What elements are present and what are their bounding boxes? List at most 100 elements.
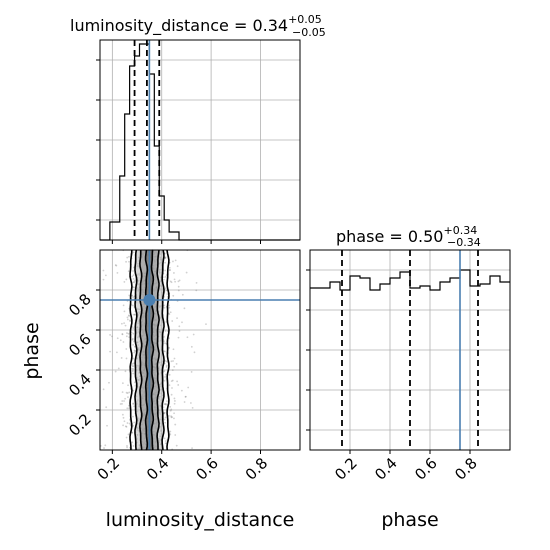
p3-sample-point (164, 416, 167, 419)
p3-sample-point (168, 304, 170, 307)
p3-sample-point (163, 418, 166, 421)
p3-sample-point (132, 270, 134, 272)
p3-sample-point (114, 370, 117, 373)
p3-sample-point (131, 338, 134, 341)
p3-sample-point (173, 412, 175, 415)
p3-sample-point (126, 407, 129, 410)
p3-sample-point (170, 380, 173, 383)
p3-sample-point (116, 272, 119, 274)
p3-sample-point (173, 278, 176, 281)
p3-sample-point (165, 360, 168, 363)
p3-sample-point (128, 314, 130, 317)
p3-sample-point (174, 259, 177, 262)
p3-sample-point (190, 371, 193, 373)
p3-sample-point (178, 325, 181, 328)
p3-sample-point (195, 289, 198, 292)
p3-sample-point (127, 433, 130, 436)
p3-sample-point (130, 331, 133, 334)
p3-sample-point (162, 278, 165, 281)
p3-sample-point (133, 349, 136, 352)
p3-sample-point (168, 269, 171, 271)
p3-sample-point (174, 400, 176, 402)
p3-sample-point (122, 424, 124, 427)
p3-sample-point (125, 348, 128, 350)
p3-sample-point (169, 430, 172, 433)
p3-xtick-label-3: 0.8 (242, 454, 272, 484)
p3-sample-point (133, 313, 136, 316)
p3-ytick-label-3: 0.8 (65, 290, 95, 320)
p3-sample-point (131, 275, 134, 278)
p3-sample-point (132, 357, 135, 360)
p3-sample-point (163, 342, 166, 345)
p3-sample-point (163, 411, 166, 414)
p3-sample-point (132, 372, 135, 375)
p3-sample-point (122, 341, 125, 343)
p3-sample-point (129, 319, 132, 322)
p3-contour-0-0 (144, 249, 149, 451)
p3-sample-point (189, 402, 192, 404)
p3-sample-point (108, 381, 110, 384)
p3-contour-1-0 (139, 250, 143, 451)
title-luminosity-distance: luminosity_distance = 0.34+0.05 (70, 13, 322, 36)
p3-sample-point (131, 370, 134, 373)
title-luminosity-distance-sub: −0.05 (292, 26, 326, 39)
p3-sample-point (121, 382, 124, 385)
p3-sample-point (163, 350, 165, 353)
p3-sample-point (172, 348, 175, 351)
p3-ytick-label-1: 0.4 (65, 370, 95, 400)
p3-sample-point (172, 260, 174, 263)
p3-sample-point (164, 359, 167, 362)
p3-sample-point (177, 285, 180, 288)
p2-xtick-label-0: 0.2 (331, 454, 361, 484)
p3-sample-point (126, 422, 129, 424)
p3-sample-point (104, 444, 107, 447)
p3-sample-point (120, 357, 123, 359)
p3-sample-point (124, 370, 127, 373)
p3-sample-point (131, 294, 134, 297)
p3-sample-point (164, 403, 167, 406)
p3-sample-point (127, 384, 129, 387)
p3-sample-point (191, 447, 193, 450)
p3-sample-point (131, 363, 134, 365)
p3-sample-point (168, 306, 171, 309)
p3-sample-point (133, 381, 136, 384)
p3-sample-point (121, 333, 124, 335)
p3-sample-point (132, 327, 135, 330)
p3-sample-point (171, 379, 174, 382)
p3-sample-point (173, 397, 176, 400)
p3-xtick-label-1: 0.4 (143, 454, 173, 484)
p3-sample-point (121, 333, 124, 336)
p3-sample-point (132, 286, 135, 289)
p3-sample-point (126, 332, 128, 334)
p3-sample-point (173, 402, 176, 405)
p3-sample-point (114, 264, 117, 266)
p3-sample-point (125, 391, 128, 394)
p3-sample-point (131, 441, 134, 444)
p3-sample-point (170, 408, 173, 411)
p3-contour-0-1 (150, 249, 155, 451)
p3-sample-point (127, 270, 130, 273)
p3-contour-3-0 (129, 249, 133, 450)
p3-sample-point (164, 269, 167, 272)
p3-sample-point (162, 276, 165, 278)
p3-sample-point (177, 384, 180, 386)
p3-sample-point (123, 400, 125, 402)
p3-sample-point (125, 436, 128, 439)
p3-xtick-label-2: 0.6 (192, 454, 222, 484)
p3-sample-point (164, 421, 167, 424)
p3-sample-point (164, 330, 167, 332)
p3-sample-point (132, 277, 135, 280)
phase-histogram-panel: 0.2 0.4 0.6 0.8 (306, 249, 511, 484)
p3-sample-point (128, 391, 131, 394)
p3-sample-point (167, 415, 170, 417)
p3-sample-point (123, 322, 126, 325)
ylabel-phase: phase (21, 322, 43, 379)
p3-sample-point (187, 386, 190, 389)
p3-sample-point (163, 379, 166, 382)
p3-sample-point (181, 321, 183, 324)
p3-sample-point (164, 402, 167, 405)
p3-sample-point (181, 293, 184, 296)
p3-sample-point (171, 416, 173, 418)
p3-sample-point (177, 280, 180, 283)
p3-sample-point (171, 369, 174, 372)
